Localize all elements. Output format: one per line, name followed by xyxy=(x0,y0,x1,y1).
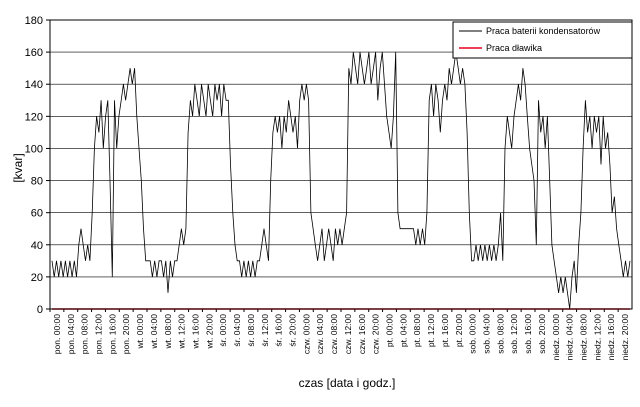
y-tick-label-140: 140 xyxy=(25,79,43,91)
y-tick-label-120: 120 xyxy=(25,111,43,123)
x-tick-label-5: pon. 20:00 xyxy=(121,314,131,354)
x-tick-label-4: pon. 16:00 xyxy=(107,314,117,354)
x-tick-label-25: pt. 04:00 xyxy=(398,314,408,347)
x-tick-label-33: sob. 12:00 xyxy=(509,314,519,354)
x-tick-label-31: sob. 04:00 xyxy=(482,314,492,354)
x-tick-label-34: sob. 16:00 xyxy=(523,314,533,354)
x-tick-label-7: wt. 04:00 xyxy=(149,314,159,350)
x-tick-label-37: niedz. 04:00 xyxy=(565,314,575,361)
y-axis-ticks: 0 20 40 60 80 100 120 140 160 180 xyxy=(25,15,50,316)
x-tick-label-8: wt. 08:00 xyxy=(163,314,173,350)
y-tick-label-60: 60 xyxy=(31,208,43,220)
x-tick-label-41: niedz. 20:00 xyxy=(620,314,630,361)
y-tick-label-100: 100 xyxy=(25,143,43,155)
x-tick-label-13: śr. 04:00 xyxy=(232,314,242,347)
x-tick-label-10: wt. 16:00 xyxy=(191,314,201,350)
gridlines xyxy=(50,19,632,310)
x-tick-label-39: niedz. 12:00 xyxy=(592,314,602,361)
x-tick-label-20: czw. 08:00 xyxy=(329,314,339,354)
x-axis-ticks: pon. 00:00 pon. 04:00 pon. 08:00 pon. 12:00… xyxy=(49,309,630,361)
y-tick-label-80: 80 xyxy=(31,176,43,188)
legend-box xyxy=(452,21,633,59)
x-tick-label-36: niedz. 00:00 xyxy=(551,314,561,361)
x-tick-label-21: czw. 12:00 xyxy=(343,314,353,354)
x-axis-label: czas [data i godz.] xyxy=(299,376,396,390)
x-tick-label-26: pt. 08:00 xyxy=(412,314,422,347)
x-tick-label-16: śr. 16:00 xyxy=(274,314,284,347)
x-tick-label-27: pt. 12:00 xyxy=(426,314,436,347)
legend: Praca baterii kondensatorów Praca dławik… xyxy=(452,21,633,59)
x-tick-label-1: pon. 04:00 xyxy=(66,314,76,354)
x-tick-label-40: niedz. 16:00 xyxy=(606,314,616,361)
x-tick-label-17: śr. 20:00 xyxy=(288,314,298,347)
x-tick-label-24: pt. 00:00 xyxy=(385,314,395,347)
x-tick-label-28: pt. 16:00 xyxy=(440,314,450,347)
plot-frame xyxy=(49,19,633,310)
x-tick-label-23: czw. 20:00 xyxy=(371,314,381,354)
y-tick-label-0: 0 xyxy=(37,304,43,316)
legend-label-capacitor: Praca baterii kondensatorów xyxy=(486,26,601,36)
x-tick-label-15: śr. 12:00 xyxy=(260,314,270,347)
x-tick-label-35: sob. 20:00 xyxy=(537,314,547,354)
x-tick-label-11: wt. 20:00 xyxy=(204,314,214,350)
x-tick-label-19: czw. 04:00 xyxy=(315,314,325,354)
x-tick-label-14: śr. 08:00 xyxy=(246,314,256,347)
x-tick-label-6: wt. 00:00 xyxy=(135,314,145,350)
x-tick-label-30: sob. 00:00 xyxy=(468,314,478,354)
x-tick-label-32: sob. 08:00 xyxy=(495,314,505,354)
x-tick-label-3: pon. 12:00 xyxy=(94,314,104,354)
series-line-capacitor xyxy=(51,52,631,310)
x-tick-label-18: czw. 00:00 xyxy=(301,314,311,354)
x-tick-label-9: wt. 12:00 xyxy=(177,314,187,350)
legend-label-reactor: Praca dławika xyxy=(486,43,542,53)
y-tick-label-180: 180 xyxy=(25,15,43,27)
x-tick-label-0: pon. 00:00 xyxy=(52,314,62,354)
x-tick-label-2: pon. 08:00 xyxy=(80,314,90,354)
y-tick-label-160: 160 xyxy=(25,47,43,59)
x-tick-label-12: śr. 00:00 xyxy=(218,314,228,347)
x-tick-label-22: czw. 16:00 xyxy=(357,314,367,354)
y-tick-label-20: 20 xyxy=(31,272,43,284)
x-tick-label-38: niedz. 08:00 xyxy=(579,314,589,361)
y-tick-label-40: 40 xyxy=(31,240,43,252)
x-tick-label-29: pt. 20:00 xyxy=(454,314,464,347)
y-axis-label: [kvar] xyxy=(11,153,25,182)
